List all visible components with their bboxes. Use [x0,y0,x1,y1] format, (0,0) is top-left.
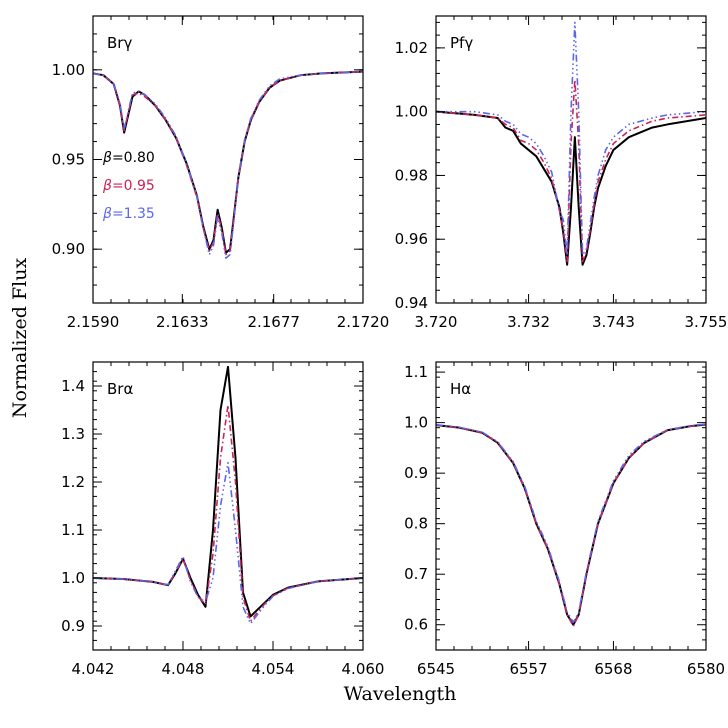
y-tick-label: 0.9 [404,464,428,482]
y-tick-label: 0.96 [395,230,428,248]
x-tick-label: 6580 [687,660,725,678]
x-tick-label: 6568 [594,660,632,678]
panel-2: 4.042 4.048 4.054 4.060 0.9 1.0 1.1 1.2 1.3 1.4 Br… [61,361,385,678]
x-tick-label: 2.1677 [247,313,300,331]
x-tick-label: 4.042 [72,660,115,678]
y-tick-label: 1.00 [395,103,428,121]
series-line-2 [93,462,363,625]
plot-frame [92,361,364,651]
series-line-1 [93,70,363,256]
panel-label: Brγ [107,34,132,52]
series-line-1 [436,78,706,263]
series-line-0 [93,365,363,618]
y-tick-label: 1.3 [61,425,85,443]
y-tick-label: 1.1 [404,363,428,381]
x-tick-label: 4.060 [342,660,385,678]
plot-frame [435,15,707,304]
x-tick-label: 4.054 [252,660,295,678]
panel-label: Pfγ [450,34,473,52]
y-tick-label: 1.2 [61,473,85,491]
x-tick-label: 2.1590 [67,313,120,331]
y-tick-label: 0.90 [52,240,85,258]
series-line-2 [93,70,363,259]
series-line-2 [436,423,706,624]
x-tick-label: 3.755 [685,313,728,331]
series-line-1 [93,404,363,622]
x-axis-title: Wavelength [344,683,457,705]
y-tick-label: 0.6 [404,616,428,634]
y-tick-label: 1.4 [61,377,85,395]
y-tick-label: 0.98 [395,166,428,184]
series-line-1 [436,423,706,628]
series-line-0 [436,423,706,626]
panel-1: 3.720 3.732 3.743 3.755 0.94 0.96 0.98 1.00 1.02… [395,15,728,331]
x-tick-label: 2.1720 [337,313,390,331]
panel-0: 2.1590 2.1633 2.1677 2.1720 0.90 0.95 1.00 Brγ [52,15,390,331]
legend-value: =0.95 [112,178,155,194]
legend-entry: β=0.95 [102,178,155,194]
legend-entry: β=0.80 [102,150,155,166]
x-tick-label: 6545 [417,660,455,678]
panel-3: 6545 6557 6568 6580 0.6 0.7 0.8 0.9 1.0 1.1 Hα [404,361,725,678]
x-tick-label: 3.743 [592,313,635,331]
y-tick-label: 1.1 [61,521,85,539]
legend-value: =1.35 [112,206,155,222]
x-tick-label: 2.1633 [156,313,209,331]
y-tick-label: 0.7 [404,565,428,583]
x-tick-label: 6557 [509,660,547,678]
x-tick-label: 4.048 [162,660,205,678]
legend-beta-symbol: β [102,150,112,166]
y-axis-title: Normalized Flux [9,258,31,419]
series-line-2 [436,21,706,256]
y-tick-label: 1.0 [404,414,428,432]
y-tick-label: 1.0 [61,569,85,587]
y-tick-label: 0.94 [395,294,428,312]
y-tick-label: 1.02 [395,39,428,57]
panel-label: Brα [107,380,133,398]
x-tick-label: 3.720 [415,313,458,331]
y-tick-label: 0.9 [61,617,85,635]
y-tick-label: 0.95 [52,151,85,169]
x-tick-label: 3.732 [507,313,550,331]
panel-label: Hα [450,380,471,398]
y-tick-label: 1.00 [52,61,85,79]
legend-entry: β=1.35 [102,206,155,222]
y-tick-label: 0.8 [404,515,428,533]
legend-beta-symbol: β [102,206,112,222]
legend-value: =0.80 [112,150,155,166]
legend-beta-symbol: β [102,178,112,194]
series-line-0 [436,110,706,266]
plot-frame [435,361,707,651]
